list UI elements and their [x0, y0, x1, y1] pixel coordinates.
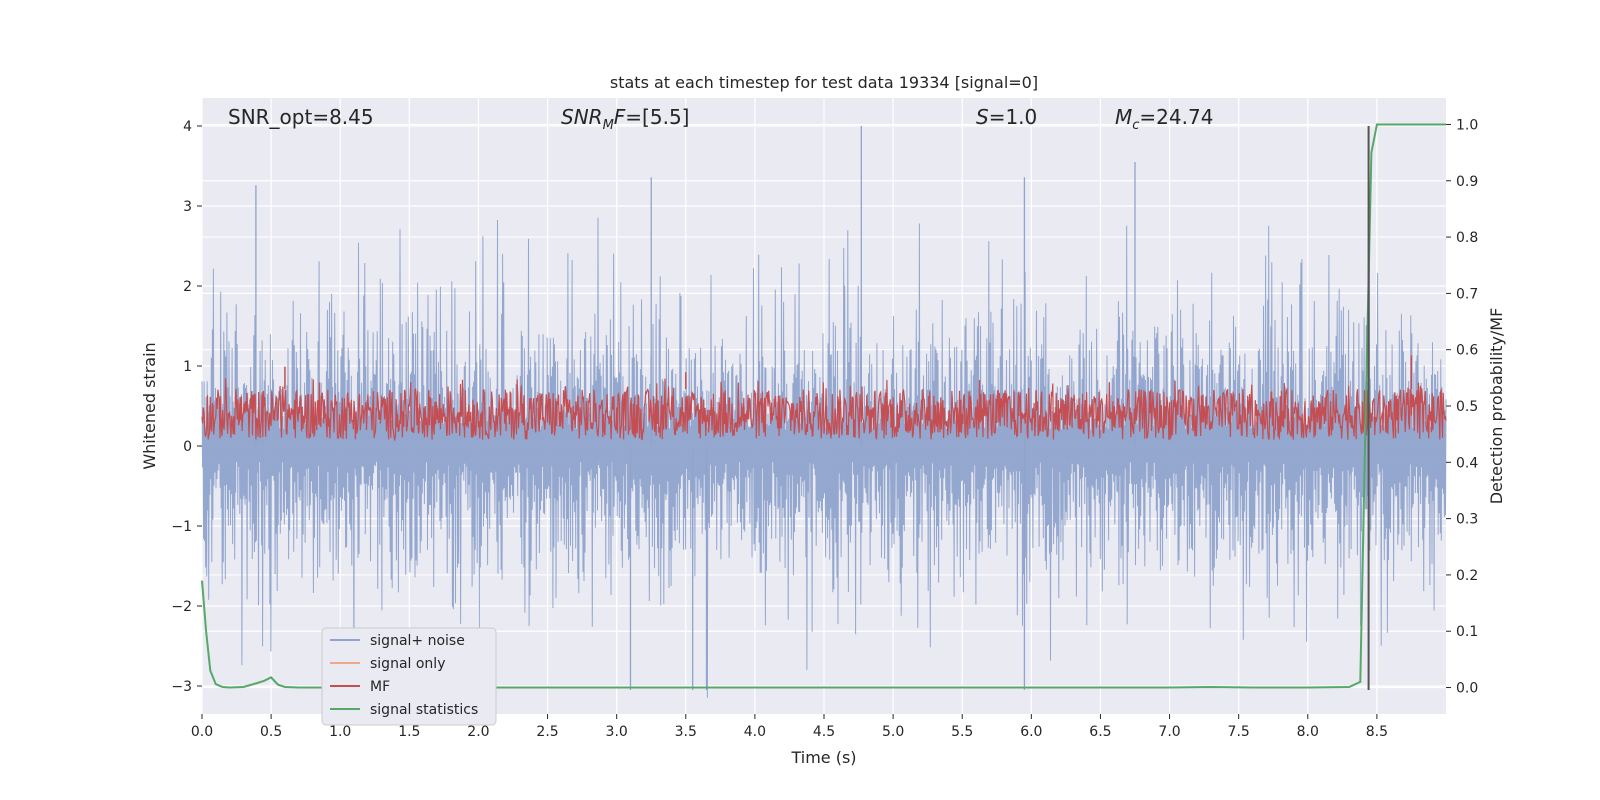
y-right-tick-label: 0.5: [1456, 399, 1478, 415]
legend-label-signal-only: signal only: [370, 656, 445, 672]
annotation-mc: Mc=24.74: [1115, 105, 1213, 133]
y-left-tick-label: −3: [171, 679, 192, 695]
x-tick-label: 1.5: [398, 724, 420, 740]
signal-statistics-series: [201, 123, 1446, 689]
y-left-tick-label: −2: [171, 599, 192, 615]
x-tick-label: 0.5: [260, 724, 282, 740]
x-tick-label: 8.0: [1297, 724, 1319, 740]
x-tick-label: 5.5: [951, 724, 973, 740]
mf-line: [201, 378, 1447, 442]
y-left-tick-label: 2: [183, 279, 192, 295]
y-right-tick-label: 0.8: [1456, 230, 1478, 246]
legend-box: [321, 627, 497, 726]
y-left-tick-label: 3: [183, 199, 192, 215]
plot-area: [201, 123, 1447, 698]
legend: signal+ noise signal only MF signal stat…: [321, 627, 497, 726]
y-axis-right: 0.0 0.1 0.2 0.3 0.4 0.5 0.6 0.7 0.8 0.9 1.0: [1446, 117, 1478, 697]
x-tick-label: 6.0: [1020, 724, 1042, 740]
x-axis: 0.0 0.5 1.0 1.5 2.0 2.5 3.0 3.5 4.0 4.5 5.0 5.5 6.0 6…: [191, 714, 1388, 740]
y-right-tick-label: 0.1: [1456, 624, 1478, 640]
x-tick-label: 6.5: [1089, 724, 1111, 740]
x-tick-label: 7.0: [1158, 724, 1180, 740]
y-left-tick-label: 1: [183, 359, 192, 375]
x-tick-label: 4.5: [813, 724, 835, 740]
x-tick-label: 2.5: [536, 724, 558, 740]
y-axis-left: −3 −2 −1 0 1 2 3 4: [171, 119, 202, 695]
x-tick-label: 8.5: [1366, 724, 1388, 740]
y-right-tick-label: 1.0: [1456, 117, 1478, 133]
signal-statistics-line: [201, 123, 1446, 689]
y-right-tick-label: 0.9: [1456, 174, 1478, 190]
y-left-tick-label: −1: [171, 519, 192, 535]
y-right-tick-label: 0.2: [1456, 568, 1478, 584]
annotation-snr-mf: SNRMF=[5.5]: [561, 105, 689, 133]
x-tick-label: 7.5: [1228, 724, 1250, 740]
x-tick-label: 3.5: [675, 724, 697, 740]
y-right-tick-label: 0.4: [1456, 455, 1478, 471]
chart-title: stats at each timestep for test data 193…: [610, 73, 1038, 92]
legend-label-mf: MF: [370, 679, 390, 695]
y-axis-right-label: Detection probability/MF: [1487, 308, 1506, 505]
y-left-tick-label: 0: [183, 439, 192, 455]
annotation-snr-opt: SNR_opt=8.45: [228, 105, 374, 129]
x-tick-label: 0.0: [191, 724, 213, 740]
y-right-tick-label: 0.6: [1456, 343, 1478, 359]
x-tick-label: 4.0: [744, 724, 766, 740]
x-tick-label: 1.0: [329, 724, 351, 740]
y-right-tick-label: 0.7: [1456, 286, 1478, 302]
y-right-tick-label: 0.0: [1456, 681, 1478, 697]
x-axis-label: Time (s): [790, 748, 856, 767]
y-left-tick-label: 4: [183, 119, 192, 135]
mf-series: [201, 355, 1447, 442]
x-tick-label: 5.0: [882, 724, 904, 740]
y-right-tick-label: 0.3: [1456, 512, 1478, 528]
x-tick-label: 3.0: [606, 724, 628, 740]
x-tick-label: 2.0: [467, 724, 489, 740]
annotation-s: S=1.0: [976, 105, 1037, 129]
legend-label-signal-noise: signal+ noise: [370, 633, 465, 649]
y-axis-left-label: Whitened strain: [140, 342, 159, 469]
legend-label-signal-statistics: signal statistics: [370, 702, 478, 718]
